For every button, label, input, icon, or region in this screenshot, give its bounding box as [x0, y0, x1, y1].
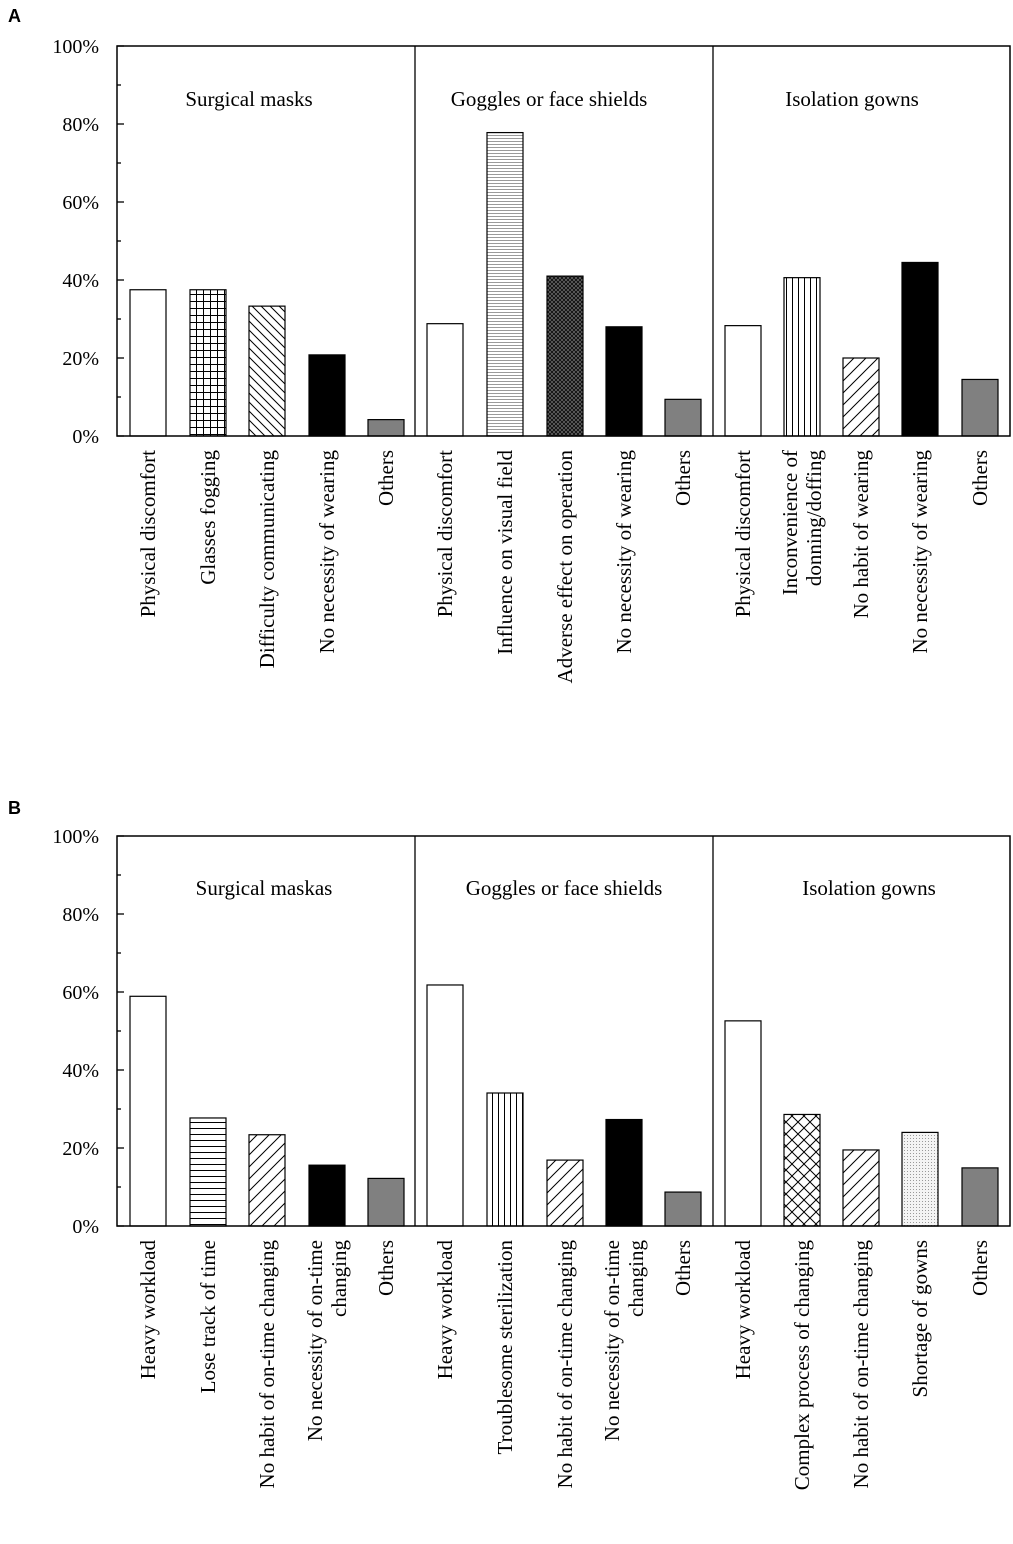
panel-b-frame	[116, 835, 1011, 1227]
panel-a-ytick-label: 0%	[72, 426, 99, 448]
panel-a-y-axis: 0% 20% 40% 60% 80% 100%	[52, 36, 99, 448]
panel-b-group-title: Goggles or face shields	[466, 876, 663, 900]
panel-b-x-label: Shortage of gowns	[908, 1240, 932, 1397]
panel-a-group-titles: Surgical masks Goggles or face shields I…	[185, 87, 918, 111]
panel-a-ytick-label: 100%	[52, 36, 99, 58]
panel-b-bar	[546, 1159, 584, 1227]
panel-b-x-label: Heavy workload	[731, 1240, 755, 1380]
panel-b-bar	[724, 1020, 762, 1227]
panel-a-x-label: Others	[374, 450, 398, 506]
panel-b-x-label: No habit of on-time changing	[849, 1240, 873, 1489]
panel-b-x-label: Others	[374, 1240, 398, 1296]
panel-a-bar	[367, 419, 405, 437]
panel-a-x-labels: Physical discomfort Glasses fogging Diffic…	[136, 450, 992, 684]
panel-b-ytick-label: 0%	[72, 1216, 99, 1238]
panel-b-bar	[426, 984, 464, 1227]
panel-a-x-label: Inconvenience of	[778, 450, 802, 595]
panel-b-label: B	[8, 798, 21, 818]
panel-b-bar	[129, 995, 167, 1227]
panel-b-bar	[901, 1131, 939, 1227]
panel-b-x-label: Lose track of time	[196, 1240, 220, 1393]
panel-a-x-label: No necessity of wearing	[612, 450, 636, 654]
panel-a-bars	[129, 131, 999, 437]
panel-a-group-title: Goggles or face shields	[451, 87, 648, 111]
panel-a-x-label: donning/doffing	[802, 450, 826, 587]
panel-b-x-label: No habit of on-time changing	[553, 1240, 577, 1489]
panel-a-x-label: No habit of wearing	[849, 450, 873, 619]
panel-a-bar	[961, 378, 999, 437]
panel-a-ytick-label: 60%	[62, 192, 99, 214]
panel-a-x-label: Adverse effect on operation	[553, 450, 577, 684]
panel-a-bar	[486, 131, 524, 437]
panel-a-x-label: No necessity of wearing	[315, 450, 339, 654]
panel-b-bar	[605, 1118, 643, 1227]
panel-a: A 0% 20% 40% 60% 80% 100% Surgical masks…	[8, 6, 1011, 684]
panel-b-group-titles: Surgical maskas Goggles or face shields …	[196, 876, 936, 900]
panel-a-label: A	[8, 6, 21, 26]
panel-a-group-title: Surgical masks	[185, 87, 312, 111]
panel-a-x-label: Physical discomfort	[136, 450, 160, 618]
panel-b-x-label: Troublesome sterilization	[493, 1240, 517, 1455]
panel-b-ytick-label: 40%	[62, 1060, 99, 1082]
panel-b-x-label: Complex process of changing	[790, 1240, 814, 1491]
panel-a-bar	[842, 357, 880, 437]
panel-b-x-labels: Heavy workload Lose track of time No habit…	[136, 1240, 992, 1491]
panel-a-x-label: Physical discomfort	[433, 450, 457, 618]
panel-a-bar	[129, 289, 167, 437]
panel-a-bar	[546, 275, 584, 437]
panel-a-bar	[426, 323, 464, 437]
panel-b-x-label: Others	[671, 1240, 695, 1296]
panel-b-ytick-label: 60%	[62, 982, 99, 1004]
panel-a-x-label: Difficulty communicating	[255, 450, 279, 669]
panel-a-bar	[901, 261, 939, 437]
panel-a-x-label: Others	[671, 450, 695, 506]
panel-b-bar	[189, 1117, 227, 1227]
panel-a-bar	[724, 325, 762, 437]
panel-a-x-label: No necessity of wearing	[908, 450, 932, 654]
panel-a-x-label: Influence on visual field	[493, 450, 517, 655]
panel-a-frame	[116, 45, 1011, 437]
panel-a-bar	[189, 289, 227, 437]
panel-b-bar	[248, 1134, 286, 1227]
panel-b-ytick-label: 80%	[62, 904, 99, 926]
panel-b: B 0% 20% 40% 60% 80% 100% Surgical maska…	[8, 798, 1011, 1491]
panel-a-bar	[248, 305, 286, 437]
panel-b-bar	[961, 1167, 999, 1227]
panel-a-ytick-label: 80%	[62, 114, 99, 136]
panel-b-x-label: Heavy workload	[136, 1240, 160, 1380]
panel-a-bar	[664, 398, 702, 437]
panel-b-bars	[129, 984, 999, 1227]
panel-b-group-title: Surgical maskas	[196, 876, 333, 900]
panel-b-x-label: No necessity of on-time	[600, 1240, 624, 1441]
panel-b-bar	[783, 1113, 821, 1227]
panel-b-x-label: changing	[624, 1240, 648, 1317]
panel-a-x-label: Glasses fogging	[196, 450, 220, 585]
panel-b-group-title: Isolation gowns	[802, 876, 936, 900]
panel-a-ytick-label: 40%	[62, 270, 99, 292]
panel-a-x-label: Others	[968, 450, 992, 506]
panel-b-bar	[664, 1191, 702, 1227]
panel-a-bar	[308, 354, 346, 437]
panel-a-x-label: Physical discomfort	[731, 450, 755, 618]
panel-b-bar	[367, 1177, 405, 1227]
panel-b-x-label: No habit of on-time changing	[255, 1240, 279, 1489]
panel-b-bar	[486, 1092, 524, 1227]
panel-b-x-label: Heavy workload	[433, 1240, 457, 1380]
panel-a-bar	[605, 326, 643, 437]
panel-b-ytick-label: 100%	[52, 826, 99, 848]
panel-b-x-label: changing	[327, 1240, 351, 1317]
panel-b-x-label: Others	[968, 1240, 992, 1296]
panel-a-group-title: Isolation gowns	[785, 87, 919, 111]
panel-a-bar	[783, 277, 821, 437]
panel-b-y-axis: 0% 20% 40% 60% 80% 100%	[52, 826, 99, 1238]
panel-a-ytick-label: 20%	[62, 348, 99, 370]
panel-b-bar	[842, 1149, 880, 1227]
panel-b-ytick-label: 20%	[62, 1138, 99, 1160]
panel-b-bar	[308, 1164, 346, 1227]
panel-b-x-label: No necessity of on-time	[303, 1240, 327, 1441]
